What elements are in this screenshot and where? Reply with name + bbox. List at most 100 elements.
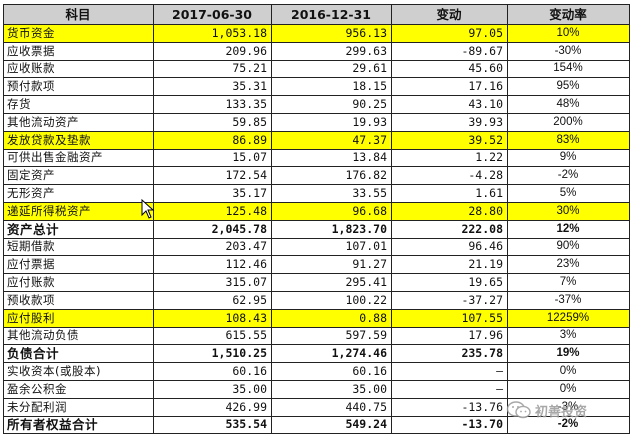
row-subject: 货币资金 xyxy=(3,24,154,43)
row-change: -89.67 xyxy=(391,41,508,61)
table-row: 资产总计 2,045.78 1,823.70 222.08 12% xyxy=(3,219,630,239)
row-change-rate: 5% xyxy=(507,184,630,203)
row-change-rate: -37% xyxy=(507,290,630,310)
row-value-2016: 295.41 xyxy=(271,273,392,292)
row-subject: 无形资产 xyxy=(3,184,154,203)
row-value-2016: 19.93 xyxy=(271,112,392,132)
header-date-2017: 2017-06-30 xyxy=(153,4,272,25)
row-change: 39.52 xyxy=(391,130,508,150)
row-change-rate: 12259% xyxy=(507,308,630,328)
row-value-2017: 35.00 xyxy=(153,379,272,399)
table-row: 实收资本(或股本) 60.16 60.16–0% xyxy=(3,362,630,381)
row-change-rate: 12% xyxy=(507,219,630,239)
row-value-2016: 440.75 xyxy=(271,397,392,417)
table-row: 固定资产 172.54 176.82 -4.28 -2% xyxy=(3,166,630,186)
table-row: 其他流动负债 615.55 597.59 17.96 3% xyxy=(3,326,630,346)
row-change-rate: 10% xyxy=(507,24,630,43)
row-value-2017: 86.89 xyxy=(153,130,272,150)
row-value-2016: 299.63 xyxy=(271,41,392,61)
row-change: -13.70 xyxy=(391,415,508,435)
row-subject: 资产总计 xyxy=(3,219,154,239)
row-value-2017: 535.54 xyxy=(153,415,272,435)
row-change-rate: -3% xyxy=(507,397,630,417)
row-value-2017: 108.43 xyxy=(153,308,272,328)
row-change: 45.60 xyxy=(391,59,508,79)
header-subject: 科目 xyxy=(3,4,154,25)
row-subject: 应付票据 xyxy=(3,255,154,275)
row-change: – xyxy=(391,362,508,381)
row-value-2016: 956.13 xyxy=(271,24,392,43)
row-value-2017: 1,510.25 xyxy=(153,344,272,364)
row-change: -4.28 xyxy=(391,166,508,186)
row-change: 1.22 xyxy=(391,148,508,168)
row-subject: 应付账款 xyxy=(3,273,154,292)
table-row: 无形资产 35.17 33.55 1.61 5% xyxy=(3,184,630,203)
row-change: 235.78 xyxy=(391,344,508,364)
row-subject: 发放贷款及垫款 xyxy=(3,130,154,150)
table-row: 递延所得税资产 125.48 96.68 28.80 30% xyxy=(3,201,630,221)
table-row: 盈余公积金 35.00 35.00–0% xyxy=(3,379,630,399)
row-value-2016: 33.55 xyxy=(271,184,392,203)
row-value-2017: 35.17 xyxy=(153,184,272,203)
row-change-rate: 48% xyxy=(507,95,630,114)
table-row: 应付票据 112.46 91.27 21.19 23% xyxy=(3,255,630,275)
row-value-2017: 133.35 xyxy=(153,95,272,114)
row-value-2016: 597.59 xyxy=(271,326,392,346)
table-row: 预付款项 35.31 18.15 17.16 95% xyxy=(3,77,630,97)
row-value-2016: 96.68 xyxy=(271,201,392,221)
header-date-2016: 2016-12-31 xyxy=(271,4,392,25)
row-value-2016: 13.84 xyxy=(271,148,392,168)
balance-sheet-table: 科目 2017-06-30 2016-12-31 变动 变动率 货币资金 1,05… xyxy=(3,4,630,435)
table-row: 存货 133.35 90.25 43.10 48% xyxy=(3,95,630,114)
row-value-2017: 112.46 xyxy=(153,255,272,275)
row-change-rate: 0% xyxy=(507,362,630,381)
row-change-rate: -2% xyxy=(507,415,630,435)
row-value-2016: 0.88 xyxy=(271,308,392,328)
row-change-rate: 154% xyxy=(507,59,630,79)
row-change: 19.65 xyxy=(391,273,508,292)
table-row: 应收账款 75.21 29.61 45.60 154% xyxy=(3,59,630,79)
row-change-rate: 83% xyxy=(507,130,630,150)
row-value-2017: 1,053.18 xyxy=(153,24,272,43)
row-value-2017: 426.99 xyxy=(153,397,272,417)
row-change: 39.93 xyxy=(391,112,508,132)
row-change: 97.05 xyxy=(391,24,508,43)
table-row: 负债合计 1,510.25 1,274.46 235.78 19% xyxy=(3,344,630,364)
row-change: 17.96 xyxy=(391,326,508,346)
row-value-2017: 75.21 xyxy=(153,59,272,79)
row-value-2016: 107.01 xyxy=(271,237,392,257)
table-row: 可供出售金融资产 15.07 13.84 1.22 9% xyxy=(3,148,630,168)
wechat-icon xyxy=(506,401,531,419)
row-value-2017: 125.48 xyxy=(153,201,272,221)
row-value-2016: 90.25 xyxy=(271,95,392,114)
row-value-2017: 172.54 xyxy=(153,166,272,186)
row-value-2016: 47.37 xyxy=(271,130,392,150)
row-change-rate: 3% xyxy=(507,326,630,346)
row-value-2017: 2,045.78 xyxy=(153,219,272,239)
row-subject: 其他流动负债 xyxy=(3,326,154,346)
row-value-2017: 315.07 xyxy=(153,273,272,292)
row-subject: 存货 xyxy=(3,95,154,114)
row-change-rate: 23% xyxy=(507,255,630,275)
row-value-2017: 209.96 xyxy=(153,41,272,61)
row-value-2016: 91.27 xyxy=(271,255,392,275)
table-row: 货币资金 1,053.18 956.13 97.05 10% xyxy=(3,24,630,43)
row-change: 43.10 xyxy=(391,95,508,114)
row-value-2016: 60.16 xyxy=(271,362,392,381)
row-subject: 短期借款 xyxy=(3,237,154,257)
row-subject: 其他流动资产 xyxy=(3,112,154,132)
row-value-2016: 35.00 xyxy=(271,379,392,399)
row-change: -13.76 xyxy=(391,397,508,417)
row-change-rate: 0% xyxy=(507,379,630,399)
table-row: 其他流动资产 59.85 19.93 39.93 200% xyxy=(3,112,630,132)
row-value-2017: 203.47 xyxy=(153,237,272,257)
row-change-rate: 95% xyxy=(507,77,630,97)
row-value-2017: 62.95 xyxy=(153,290,272,310)
row-value-2016: 1,274.46 xyxy=(271,344,392,364)
table-row: 发放贷款及垫款 86.89 47.37 39.52 83% xyxy=(3,130,630,150)
row-subject: 应收账款 xyxy=(3,59,154,79)
row-subject: 负债合计 xyxy=(3,344,154,364)
mouse-cursor-icon xyxy=(141,199,155,219)
row-value-2017: 35.31 xyxy=(153,77,272,97)
row-subject: 实收资本(或股本) xyxy=(3,362,154,381)
